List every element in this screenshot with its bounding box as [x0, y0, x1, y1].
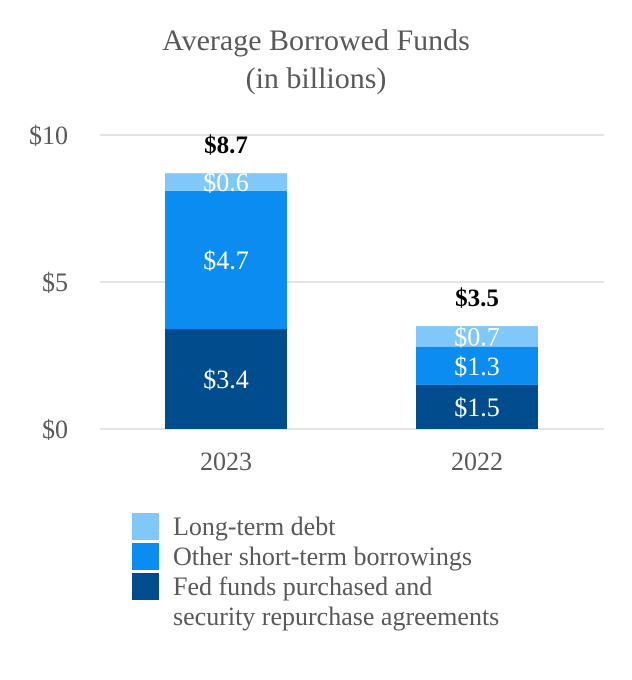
data-label-2023-series-2: $0.6 — [203, 168, 249, 197]
bar-2023-series-2 — [165, 173, 287, 191]
data-label-2023-series-0: $3.4 — [203, 365, 249, 394]
legend-item-2: Fed funds purchased and security repurch… — [132, 572, 499, 632]
legend-swatch-2 — [132, 573, 159, 600]
bar-2022-series-1 — [416, 346, 538, 385]
chart-title-line-1: Average Borrowed Funds — [162, 24, 470, 57]
total-label-2022: $3.5 — [455, 285, 499, 312]
x-tick-label-2023: 2023 — [200, 447, 252, 476]
legend-item-0: Long-term debt — [132, 512, 499, 542]
legend-swatch-1 — [132, 543, 159, 570]
data-label-2022-series-0: $1.5 — [454, 393, 500, 422]
data-label-2022-series-1: $1.3 — [454, 352, 500, 381]
y-tick-label-0: $0 — [42, 415, 68, 444]
chart-title: Average Borrowed Funds (in billions) — [0, 22, 632, 98]
bar-2022-series-2 — [416, 326, 538, 347]
y-tick-label-2: $10 — [29, 121, 68, 150]
legend: Long-term debt Other short-term borrowing… — [132, 512, 499, 632]
legend-swatch-0 — [132, 513, 159, 540]
total-label-2023: $8.7 — [204, 132, 248, 159]
data-label-2023-series-1: $4.7 — [203, 246, 249, 275]
legend-label-2: Fed funds purchased and security repurch… — [173, 572, 500, 631]
legend-label-0: Long-term debt — [173, 512, 336, 541]
bar-2023-series-0 — [165, 329, 287, 429]
y-tick-label-1: $5 — [42, 268, 68, 297]
chart-title-line-2: (in billions) — [245, 62, 387, 95]
bar-2023-series-1 — [165, 190, 287, 330]
legend-label-1: Other short-term borrowings — [173, 542, 472, 571]
bar-2022-series-0 — [416, 384, 538, 429]
legend-item-1: Other short-term borrowings — [132, 542, 499, 572]
data-label-2022-series-2: $0.7 — [454, 322, 500, 351]
x-tick-label-2022: 2022 — [451, 447, 503, 476]
stacked-bar-chart: $0 $5 $10 $3.4 $4.7 $0.6 $8.7 2023 $1.5 $1.3$0.7 $… — [29, 121, 604, 476]
